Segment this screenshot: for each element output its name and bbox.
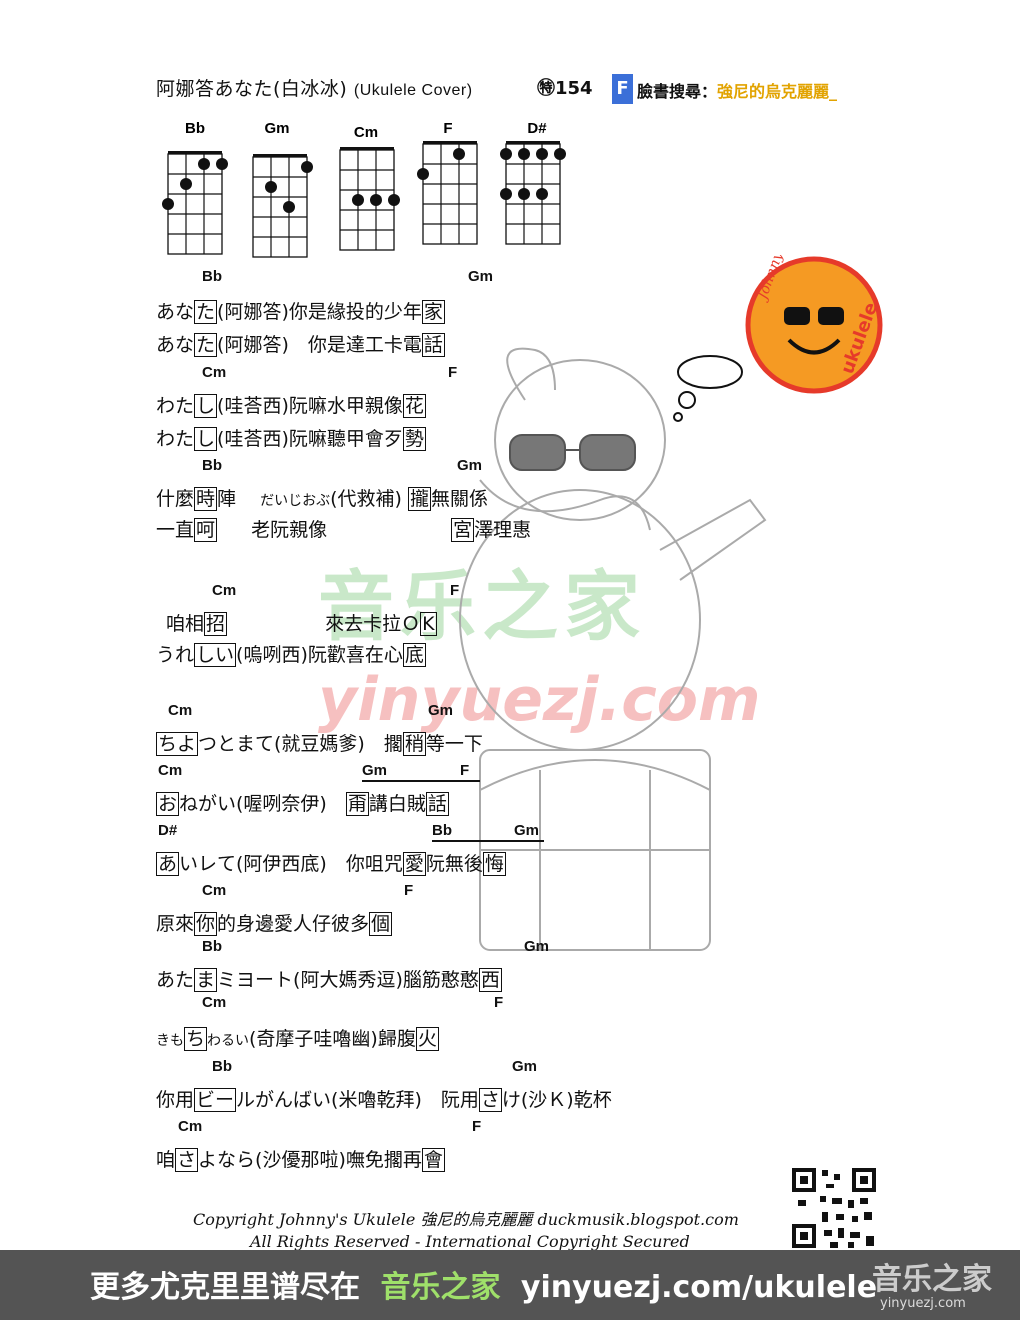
chord-label: F	[494, 994, 504, 1011]
lyric-line: 原來你的身邊愛人仔彼多個	[156, 912, 393, 936]
lyric-line: きもちわるい(奇摩子哇嚕幽)歸腹火	[156, 1027, 439, 1051]
chord-label: Cm	[202, 994, 227, 1011]
copyright-text: Copyright Johnny's Ukulele 強尼的烏克麗麗 duckm…	[193, 1210, 739, 1229]
lyric-line: あいレて(阿伊西底) 你咀咒愛阮無後悔	[156, 852, 506, 876]
watermark-en: yinyuezj.com	[318, 665, 761, 735]
chord-label: Cm	[168, 702, 193, 719]
qr-code	[790, 1166, 878, 1250]
banner-text: 更多尤克里里谱尽在 音乐之家 yinyuezj.com/ukulele	[90, 1270, 878, 1305]
chord-label: Gm	[468, 268, 494, 285]
chord-label: Gm	[514, 822, 540, 839]
chord-label: F	[404, 882, 414, 899]
chord-label: F	[450, 582, 460, 599]
page-title: 阿娜答あなた(白冰冰) (Ukulele Cover)	[156, 78, 473, 100]
lyric-line: あなた (阿娜答) 你是達工卡電話	[156, 333, 445, 357]
lyric-line: わたし (哇荅西)阮嘛聽甲會歹勢	[156, 427, 426, 451]
chord-label: F	[448, 364, 458, 381]
banner-logo: 音乐之家	[872, 1262, 992, 1297]
banner-logo-url: yinyuezj.com	[880, 1296, 966, 1311]
chord-label: Gm	[457, 457, 483, 474]
chord-label: Cm	[202, 882, 227, 899]
chord-label: F	[460, 762, 470, 779]
svg-text:D#: D#	[527, 120, 547, 137]
chord-dsharp: D#	[500, 120, 566, 245]
lyric-line: 咱さよなら(沙優那啦)嘸免擱再會	[156, 1148, 445, 1172]
chord-tie-line	[362, 780, 480, 782]
svg-text:Gm: Gm	[264, 120, 289, 137]
chord-gm: Gm	[252, 120, 313, 258]
chord-label: Gm	[428, 702, 454, 719]
lyric-line: わたし (哇荅西)阮嘛水甲親像花	[156, 394, 426, 418]
chord-label: Cm	[202, 364, 227, 381]
chord-label: D#	[158, 822, 178, 839]
duck-mascot-illustration	[459, 347, 767, 951]
lyric-line: おねがい(喔咧奈伊) 甭講白賊話	[156, 792, 449, 816]
chord-label: Cm	[212, 582, 237, 599]
facebook-badge: F	[612, 74, 633, 104]
chord-label: Bb	[212, 1058, 232, 1075]
johnny-ukulele-logo: Johnny ukulele	[745, 255, 883, 394]
chord-label: Gm	[512, 1058, 538, 1075]
bottom-banner	[0, 1250, 1020, 1320]
chord-bb: Bb	[162, 120, 228, 255]
watermark-cn: 音乐之家	[318, 562, 646, 651]
chord-diagrams: Bb Gm Cm F	[162, 120, 566, 258]
facebook-search-text: 臉書搜尋：強尼的烏克麗麗_	[637, 82, 838, 101]
lyric-line: 你用 ビー ルがんばい(米嚕乾拜) 阮用さけ(沙Ｋ)乾杯	[156, 1088, 612, 1112]
lyric-line: あなた (阿娜答)你是緣投的少年家	[156, 300, 445, 324]
chord-cm: Cm	[339, 124, 400, 251]
chord-label: Cm	[178, 1118, 203, 1135]
chord-f: F	[417, 120, 478, 245]
chord-label: F	[472, 1118, 482, 1135]
special-number: ㊕154	[537, 78, 593, 99]
chord-label: Bb	[202, 457, 222, 474]
svg-text:F: F	[443, 120, 452, 137]
chord-tie-line	[432, 840, 544, 842]
chord-label: Bb	[202, 938, 222, 955]
lyric-line: 一直呵 老阮親像 宮澤理惠	[156, 518, 532, 542]
chord-label: Cm	[158, 762, 183, 779]
chord-label: Gm	[362, 762, 388, 779]
rights-text: All Rights Reserved - International Copy…	[250, 1232, 690, 1251]
chord-label: Bb	[202, 268, 222, 285]
svg-text:Cm: Cm	[354, 124, 378, 141]
lyric-line: うれ しい (嗚咧西)阮歡喜在心底	[156, 643, 426, 667]
lyric-line: 什麼時陣 だいじおぶ(代救補) 攏無關係	[156, 487, 488, 511]
chord-label: Bb	[432, 822, 452, 839]
svg-text:Bb: Bb	[185, 120, 205, 137]
lyric-line: 咱相招 來去卡拉Ｏ K	[166, 612, 437, 636]
chord-label: Gm	[524, 938, 550, 955]
lyric-line: あたまミヨート(阿大媽秀逗)腦筋憨憨西	[156, 968, 502, 992]
lyric-line: ちよ つとまて(就豆媽爹) 擱稍等一下	[156, 732, 483, 756]
